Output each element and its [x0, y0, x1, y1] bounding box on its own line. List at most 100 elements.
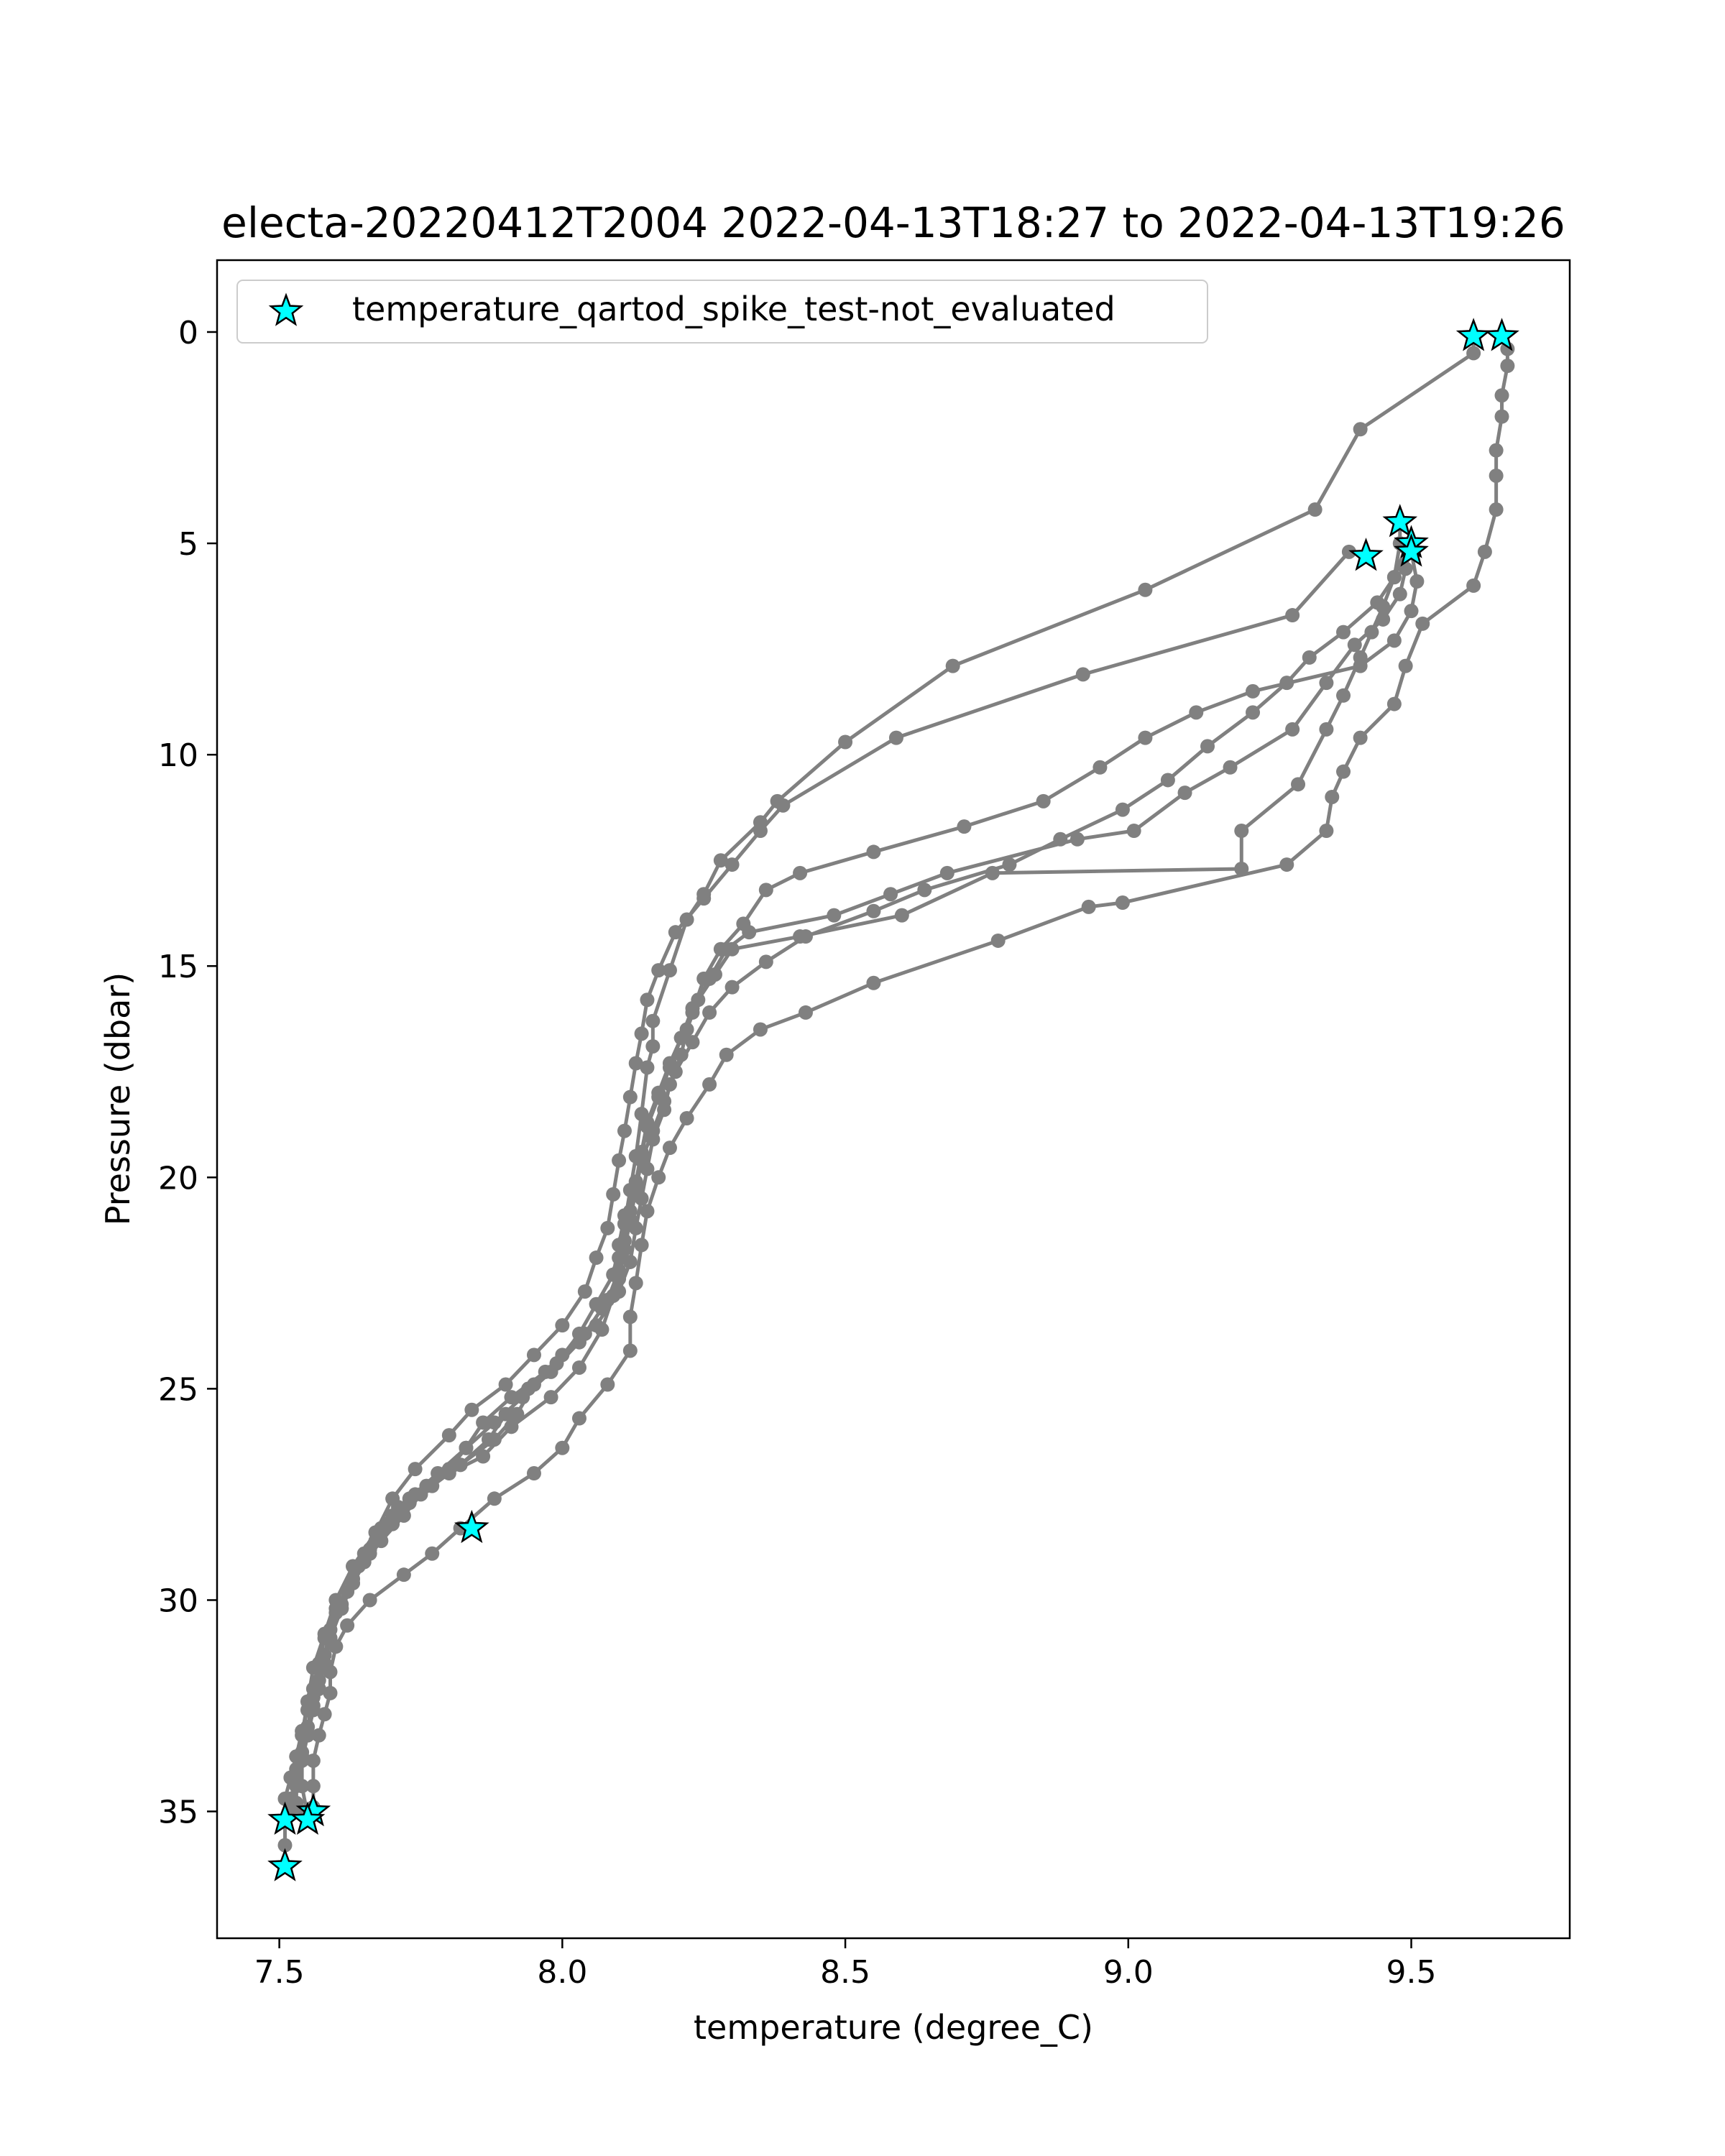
flag-star-marker — [1484, 318, 1519, 351]
data-point — [1075, 667, 1090, 682]
data-point — [362, 1542, 377, 1557]
data-point — [1494, 409, 1509, 424]
profile-line — [311, 335, 1509, 1807]
data-point — [594, 1301, 610, 1316]
data-point — [385, 1491, 400, 1506]
data-point — [1325, 789, 1340, 804]
data-point — [295, 1749, 310, 1764]
data-point — [526, 1348, 541, 1363]
data-point — [866, 903, 881, 918]
data-point — [362, 1593, 377, 1608]
data-point — [1081, 899, 1096, 914]
x-tick-label: 9.0 — [1103, 1954, 1154, 1991]
data-point — [431, 1466, 446, 1481]
data-point — [277, 1838, 293, 1853]
data-point — [724, 980, 740, 995]
profile-6 — [289, 544, 1374, 1819]
data-point — [1404, 604, 1419, 619]
data-point — [1160, 773, 1175, 788]
data-point — [990, 933, 1006, 948]
flag-star-marker — [1455, 318, 1491, 351]
profile-7 — [295, 540, 1413, 1823]
data-point — [1347, 637, 1362, 653]
data-point — [1500, 359, 1515, 374]
data-point — [702, 1005, 717, 1020]
data-point — [939, 865, 954, 880]
data-point — [668, 925, 683, 940]
data-point — [1291, 777, 1306, 792]
data-point — [1353, 658, 1368, 673]
data-point — [396, 1567, 411, 1583]
data-point — [476, 1415, 491, 1430]
data-point — [1392, 586, 1407, 602]
data-point — [1466, 578, 1481, 593]
data-point — [1223, 760, 1238, 775]
data-point — [1489, 468, 1504, 483]
data-point — [827, 908, 842, 923]
data-point — [1415, 616, 1430, 631]
data-point — [589, 1250, 604, 1266]
data-point — [645, 1038, 661, 1054]
data-point — [323, 1631, 338, 1646]
data-point — [1370, 595, 1385, 610]
flag-star-marker — [267, 1848, 303, 1881]
data-point — [1319, 722, 1334, 737]
data-point — [945, 658, 960, 673]
data-point — [300, 1719, 315, 1734]
data-point — [1138, 730, 1153, 745]
data-point — [662, 963, 677, 978]
data-point — [894, 908, 909, 923]
y-tick-label: 10 — [158, 737, 198, 774]
plot-data — [277, 328, 1515, 1874]
data-point — [1409, 574, 1425, 589]
data-point — [1285, 608, 1300, 623]
data-point — [571, 1411, 586, 1426]
data-point — [1285, 722, 1300, 737]
data-point — [713, 941, 728, 957]
data-point — [317, 1707, 332, 1722]
data-point — [1189, 705, 1204, 720]
data-point — [866, 844, 881, 860]
data-point — [459, 1440, 474, 1455]
data-point — [1279, 857, 1294, 872]
data-point — [719, 1047, 734, 1062]
data-point — [571, 1335, 586, 1350]
data-point — [1398, 658, 1413, 673]
data-point — [408, 1462, 423, 1477]
data-point — [334, 1601, 349, 1616]
data-point — [1489, 443, 1504, 458]
data-point — [645, 1013, 661, 1028]
data-point — [543, 1390, 558, 1405]
data-point — [1053, 831, 1068, 847]
data-point — [1002, 857, 1017, 872]
profile-line — [300, 547, 1407, 1816]
data-point — [713, 853, 728, 868]
data-point — [453, 1457, 468, 1473]
data-point — [1246, 705, 1261, 720]
x-tick-label: 7.5 — [254, 1954, 305, 1991]
legend: temperature_qartod_spike_test-not_evalua… — [236, 280, 1208, 344]
data-point — [600, 1220, 615, 1235]
data-point — [1477, 544, 1492, 559]
data-point — [1036, 793, 1051, 808]
data-point — [685, 1035, 700, 1050]
y-axis-ticks: 0 5 10 15 20 25 30 35 — [158, 315, 217, 1831]
data-point — [1115, 895, 1130, 911]
data-point — [622, 1343, 638, 1358]
data-point — [543, 1364, 558, 1379]
data-point — [481, 1432, 496, 1447]
data-point — [600, 1377, 615, 1392]
data-point — [1386, 696, 1402, 711]
data-point — [1177, 786, 1192, 801]
data-point — [555, 1440, 570, 1455]
data-point — [510, 1406, 525, 1422]
data-point — [724, 857, 740, 872]
data-point — [1319, 824, 1334, 839]
data-point — [1070, 831, 1085, 847]
data-point — [1092, 760, 1108, 775]
data-point — [311, 1660, 326, 1675]
data-point — [323, 1685, 338, 1700]
data-point — [628, 1056, 643, 1071]
data-point — [696, 891, 712, 906]
